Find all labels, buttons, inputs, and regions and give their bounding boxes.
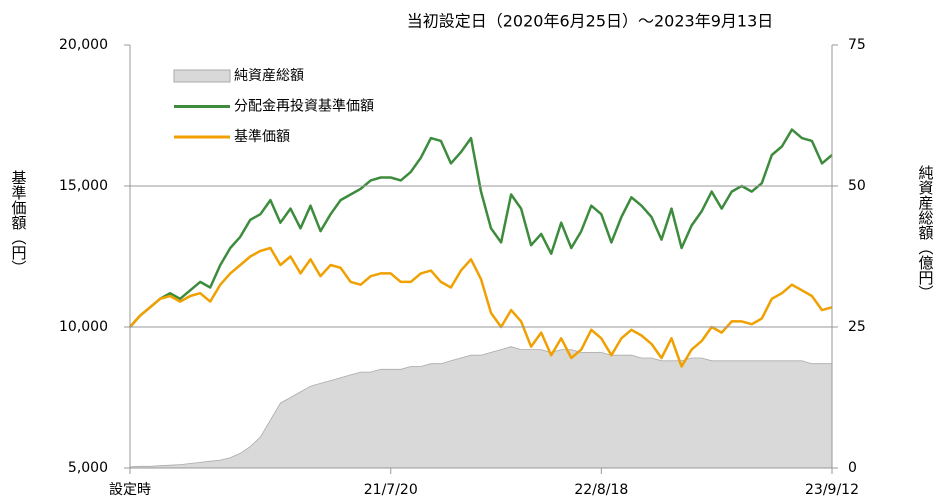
y2-tick-label: 0 bbox=[848, 460, 857, 476]
y-tick-label: 20,000 bbox=[59, 37, 108, 53]
x-tick-label: 23/9/12 bbox=[805, 482, 859, 498]
x-tick-label: 22/8/18 bbox=[574, 482, 628, 498]
legend-label: 分配金再投資基準価額 bbox=[234, 98, 374, 115]
y-tick-label: 15,000 bbox=[59, 178, 108, 194]
area bbox=[129, 346, 833, 469]
y-axis-title: 基準価額（円） bbox=[10, 170, 28, 275]
y2-axis-title: 純資産総額（億円） bbox=[917, 165, 935, 300]
line bbox=[129, 246, 833, 368]
y-tick-label: 10,000 bbox=[59, 319, 108, 335]
legend-swatch bbox=[173, 69, 231, 83]
x-tick-label: 設定時 bbox=[109, 482, 151, 498]
line bbox=[129, 128, 833, 328]
x-tick-label: 21/7/20 bbox=[364, 482, 418, 498]
y2-tick-label: 25 bbox=[848, 319, 866, 335]
y2-tick-label: 50 bbox=[848, 178, 866, 194]
chart-title: 当初設定日（2020年6月25日）～2023年9月13日 bbox=[407, 12, 774, 31]
legend-label: 基準価額 bbox=[234, 128, 290, 145]
y-tick-label: 5,000 bbox=[68, 460, 108, 476]
legend-label: 純資産総額 bbox=[234, 68, 304, 84]
y2-tick-label: 75 bbox=[848, 37, 866, 53]
